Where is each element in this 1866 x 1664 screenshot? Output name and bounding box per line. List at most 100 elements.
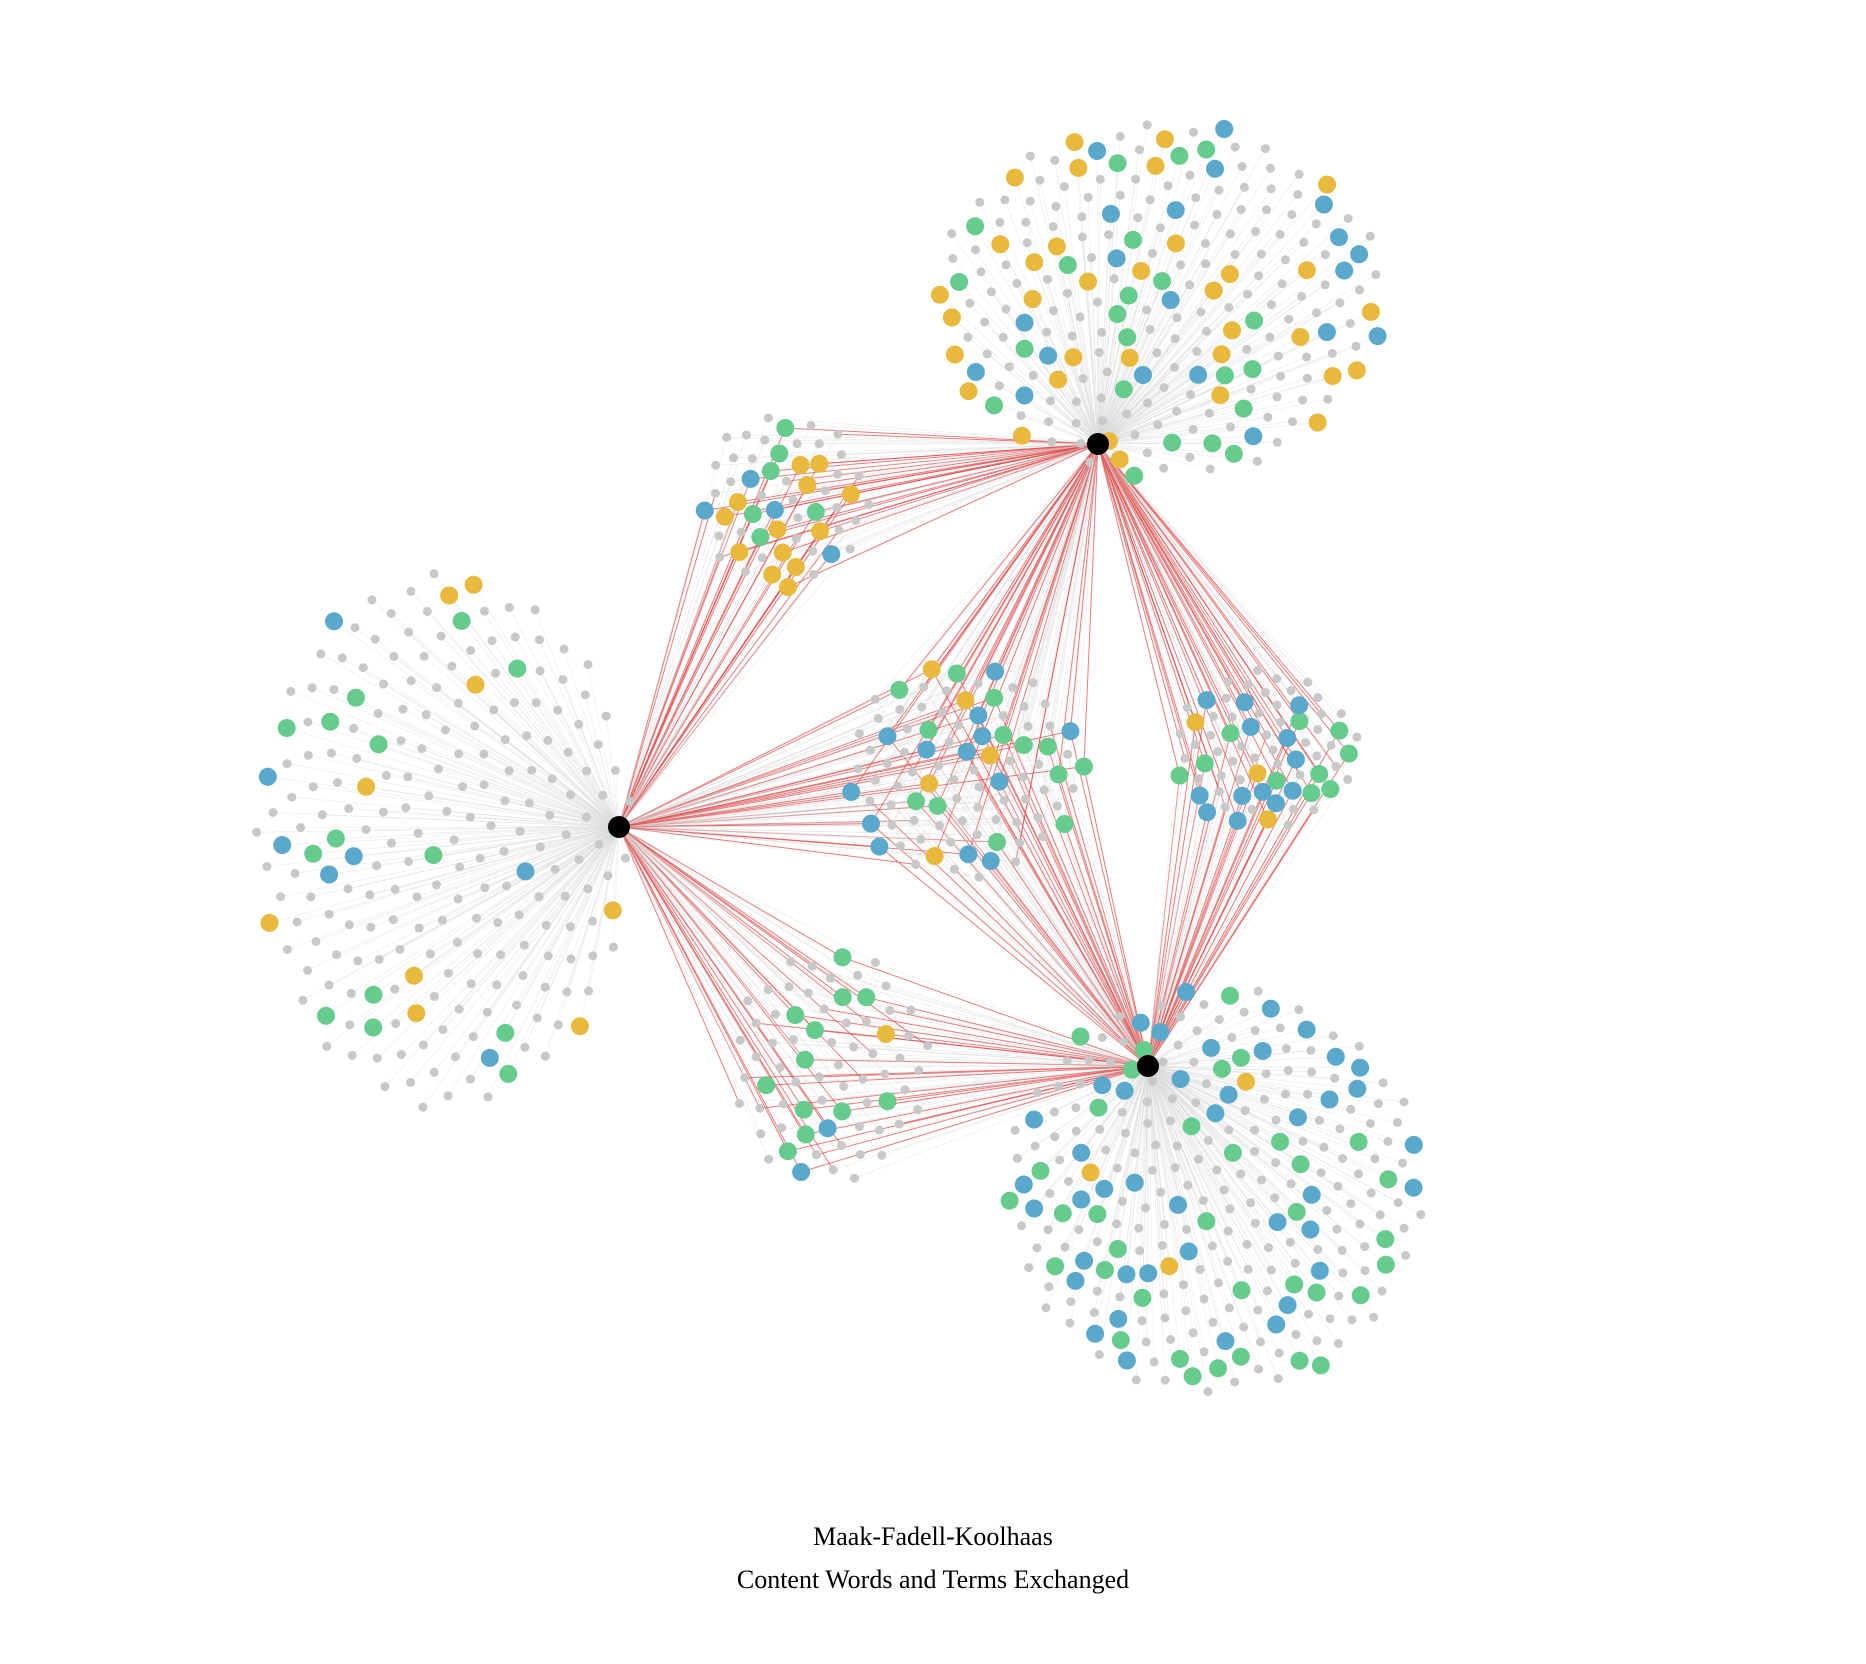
word-node-blue bbox=[1261, 999, 1280, 1018]
word-node-gray bbox=[422, 607, 432, 616]
word-edge bbox=[1097, 243, 1206, 445]
word-edge bbox=[768, 1065, 1149, 1160]
word-node-green bbox=[994, 726, 1013, 744]
word-edge bbox=[1097, 136, 1121, 445]
word-node-gray bbox=[965, 298, 975, 308]
word-node-gray bbox=[1370, 1154, 1380, 1164]
word-node-gray bbox=[1043, 274, 1052, 284]
word-node-gray bbox=[909, 815, 919, 825]
word-edge bbox=[461, 620, 620, 828]
word-node-blue bbox=[1302, 1185, 1321, 1204]
word-node-gray bbox=[583, 660, 593, 669]
word-node-gray bbox=[1012, 817, 1022, 827]
word-edge bbox=[899, 1065, 1149, 1125]
word-node-gray bbox=[1225, 1204, 1235, 1214]
word-edge bbox=[410, 591, 620, 828]
word-node-gray bbox=[559, 644, 569, 654]
word-node-gray bbox=[453, 894, 463, 904]
word-node-blue bbox=[1190, 786, 1209, 805]
word-node-gray bbox=[296, 823, 306, 832]
word-node-gray bbox=[1224, 1303, 1234, 1313]
word-edge bbox=[870, 443, 1099, 824]
word-edge bbox=[1064, 443, 1099, 825]
word-node-gray bbox=[1025, 196, 1035, 206]
word-edge bbox=[534, 609, 620, 828]
word-node-gray bbox=[1185, 170, 1195, 180]
word-edge bbox=[886, 985, 1149, 1067]
word-edge bbox=[618, 826, 741, 1041]
word-node-gray bbox=[1273, 351, 1283, 361]
word-node-gray bbox=[252, 827, 262, 837]
word-node-gray bbox=[834, 525, 844, 535]
word-edge bbox=[618, 788, 1074, 828]
word-node-blue bbox=[1072, 1190, 1091, 1209]
word-node-blue bbox=[1288, 1108, 1307, 1127]
word-edge bbox=[302, 826, 620, 1001]
word-node-blue bbox=[1189, 365, 1208, 384]
word-node-gray bbox=[262, 862, 272, 871]
word-node-gray bbox=[1179, 1280, 1188, 1290]
word-node-yellow bbox=[357, 777, 376, 796]
word-edge bbox=[1097, 443, 1211, 470]
word-node-gray bbox=[948, 254, 958, 263]
word-node-gray bbox=[1060, 1242, 1070, 1252]
word-node-gray bbox=[1369, 1312, 1379, 1322]
word-node-gray bbox=[563, 747, 573, 757]
word-node-gray bbox=[793, 513, 803, 523]
word-edge bbox=[1097, 236, 1371, 445]
word-node-blue bbox=[1197, 691, 1216, 710]
word-node-gray bbox=[1284, 314, 1294, 324]
word-node-gray bbox=[1230, 1377, 1240, 1387]
word-edge bbox=[1147, 1065, 1339, 1344]
word-node-gray bbox=[954, 720, 964, 730]
word-node-gray bbox=[1281, 1089, 1290, 1099]
word-edge bbox=[968, 854, 1149, 1067]
word-node-gray bbox=[514, 910, 524, 920]
word-edge bbox=[618, 826, 880, 848]
word-edge bbox=[1038, 443, 1099, 765]
word-node-gray bbox=[1287, 210, 1297, 220]
word-node-gray bbox=[777, 1123, 787, 1133]
word-edge bbox=[1024, 395, 1099, 445]
word-node-gray bbox=[808, 546, 818, 556]
word-node-gray bbox=[1320, 250, 1330, 260]
word-node-gray bbox=[865, 745, 875, 755]
word-node-gray bbox=[1398, 1158, 1407, 1168]
word-node-gray bbox=[396, 1050, 406, 1059]
word-node-gray bbox=[1206, 730, 1216, 740]
word-node-gray bbox=[387, 838, 396, 848]
word-edge bbox=[618, 791, 852, 828]
word-node-yellow bbox=[1347, 361, 1366, 380]
word-node-gray bbox=[1273, 1374, 1283, 1384]
word-node-yellow bbox=[980, 746, 999, 765]
word-node-gray bbox=[980, 317, 990, 327]
word-node-green bbox=[1108, 1240, 1127, 1258]
word-node-gray bbox=[982, 349, 992, 359]
word-node-gray bbox=[1117, 1196, 1127, 1206]
word-node-blue bbox=[1348, 1079, 1367, 1098]
word-edge bbox=[618, 826, 880, 1131]
word-node-gray bbox=[454, 1004, 464, 1014]
word-edge bbox=[1147, 1065, 1389, 1180]
word-node-gray bbox=[740, 1073, 750, 1083]
word-node-gray bbox=[1180, 753, 1190, 763]
word-node-green bbox=[1108, 305, 1127, 324]
word-node-gray bbox=[432, 880, 441, 890]
word-edge bbox=[1147, 682, 1309, 1067]
word-edge bbox=[1097, 443, 1281, 723]
word-edge bbox=[1097, 443, 1278, 679]
word-node-yellow bbox=[930, 285, 949, 304]
word-node-green bbox=[1119, 286, 1138, 305]
word-node-green bbox=[1038, 737, 1057, 756]
word-node-green bbox=[1108, 154, 1127, 173]
word-edge bbox=[1068, 1065, 1149, 1182]
word-node-green bbox=[1049, 765, 1068, 784]
word-edge bbox=[618, 826, 761, 1134]
word-edge bbox=[841, 443, 1099, 455]
word-node-green bbox=[1171, 1349, 1189, 1368]
word-edge bbox=[1147, 795, 1243, 1067]
word-node-gray bbox=[853, 970, 863, 980]
word-edge bbox=[850, 443, 1099, 495]
word-node-gray bbox=[303, 965, 312, 975]
word-edge bbox=[1097, 422, 1318, 445]
